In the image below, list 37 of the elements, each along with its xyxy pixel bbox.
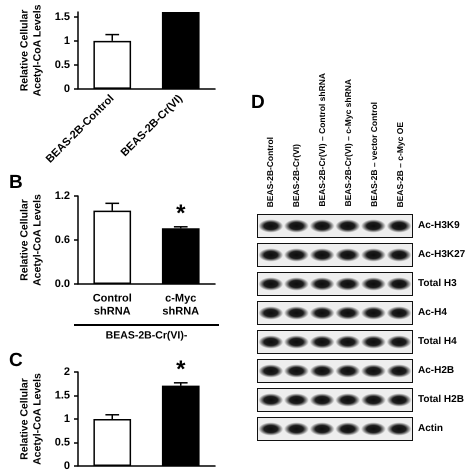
category-label: Total H2B [418, 394, 464, 405]
category-label: BEAS-2B-Cr(VI) – c-Myc shRNA [342, 79, 354, 207]
data-label: * [176, 200, 186, 228]
y-axis-title: Relative Cellular Acetyl-CoA Levels [18, 194, 44, 286]
y-axis-title: Relative Cellular Acetyl-CoA Levels [18, 372, 44, 465]
x-axis-title: BEAS-2B-Cr(VI)- [106, 330, 188, 342]
category-label: Total H4 [418, 336, 457, 347]
x-tick-label: c-Myc shRNA [162, 292, 200, 318]
category-label: Total H3 [418, 278, 457, 289]
y-tick-label: 0.5 [54, 436, 70, 448]
category-label: BEAS-2B-Cr(VI) – Control shRNA [316, 73, 328, 207]
y-tick-label: 1.5 [54, 390, 70, 402]
y-tick-label: 1.5 [54, 10, 70, 23]
data-label: * [176, 356, 186, 384]
y-axis-title: Relative Cellular Acetyl-CoA Levels [18, 4, 44, 96]
category-label: BEAS-2B-Control [264, 136, 276, 207]
chart-title: C [9, 350, 23, 371]
x-tick-label: Control shRNA [92, 292, 132, 318]
y-tick-label: 0.0 [54, 278, 70, 290]
category-label: Ac-H3K9 [418, 220, 460, 231]
category-label: Ac-H3K27 [418, 249, 466, 260]
chart-title: B [9, 172, 23, 193]
category-label: BEAS-2B – c-Myc OE [394, 122, 406, 207]
y-tick-label: 1 [64, 413, 70, 425]
y-tick-label: 0 [64, 82, 70, 95]
category-label: BEAS-2B – vector Control [368, 102, 380, 207]
category-label: Ac-H4 [418, 307, 447, 318]
y-tick-label: 0 [64, 460, 70, 472]
y-tick-label: 0.5 [54, 58, 70, 71]
y-tick-label: 0.6 [54, 234, 70, 246]
category-label: Ac-H2B [418, 365, 454, 376]
y-tick-label: 1.2 [54, 190, 70, 202]
category-label: Actin [418, 423, 443, 434]
text: D [251, 92, 265, 114]
category-label: BEAS-2B-Cr(VI) [290, 144, 302, 207]
y-tick-label: 1 [64, 34, 70, 47]
y-tick-label: 2 [64, 366, 70, 378]
